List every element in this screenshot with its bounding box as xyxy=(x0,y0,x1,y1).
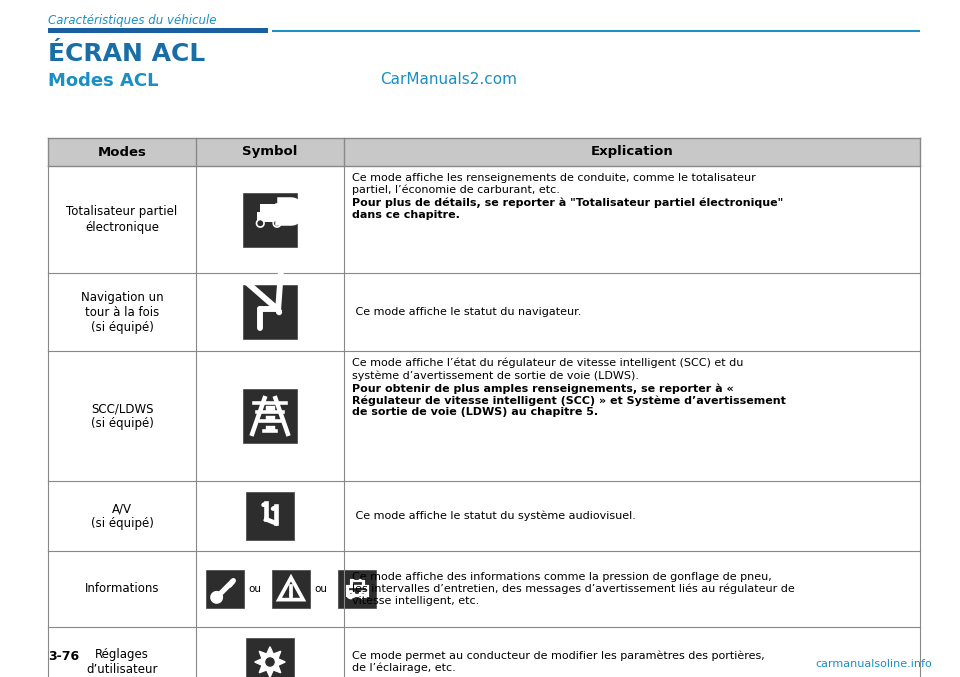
Bar xyxy=(272,30,920,32)
Bar xyxy=(277,203,288,207)
Text: Totalisateur partiel
électronique: Totalisateur partiel électronique xyxy=(66,206,178,234)
Text: Modes: Modes xyxy=(98,146,147,158)
Bar xyxy=(243,192,297,246)
Text: Informations: Informations xyxy=(84,582,159,596)
Text: Pour obtenir de plus amples renseignements, se reporter à «
Régulateur de vitess: Pour obtenir de plus amples renseignemen… xyxy=(352,383,786,417)
Text: Modes ACL: Modes ACL xyxy=(48,72,158,90)
Text: Ce mode affiche les renseignements de conduite, comme le totalisateur
partiel, l: Ce mode affiche les renseignements de co… xyxy=(352,173,756,195)
Bar xyxy=(256,213,280,222)
Text: 3-76: 3-76 xyxy=(48,650,79,663)
Text: ou: ou xyxy=(248,584,261,594)
Bar xyxy=(338,570,376,608)
Bar xyxy=(279,206,286,225)
Text: CarManuals2.com: CarManuals2.com xyxy=(380,72,517,87)
Bar xyxy=(244,286,297,338)
Circle shape xyxy=(274,219,280,227)
Bar xyxy=(243,389,297,443)
Ellipse shape xyxy=(261,502,267,507)
Text: Caractéristiques du véhicule: Caractéristiques du véhicule xyxy=(48,14,217,27)
Text: Navigation un
tour à la fois
(si équipé): Navigation un tour à la fois (si équipé) xyxy=(81,290,163,334)
Text: Ce mode permet au conducteur de modifier les paramètres des portières,
de l’écla: Ce mode permet au conducteur de modifier… xyxy=(352,651,765,674)
Text: A/V
(si équipé): A/V (si équipé) xyxy=(90,502,154,530)
Text: Pour plus de détails, se reporter à "Totalisateur partiel électronique"
dans ce : Pour plus de détails, se reporter à "Tot… xyxy=(352,198,783,220)
Text: ou: ou xyxy=(314,584,327,594)
Text: Réglages
d’utilisateur: Réglages d’utilisateur xyxy=(86,648,157,676)
Text: Ce mode affiche des informations comme la pression de gonflage de pneu,
les inte: Ce mode affiche des informations comme l… xyxy=(352,572,795,606)
Text: Symbol: Symbol xyxy=(242,146,298,158)
Bar xyxy=(351,580,363,586)
Bar xyxy=(260,204,276,213)
Polygon shape xyxy=(254,647,285,677)
Text: carmanualsoline.info: carmanualsoline.info xyxy=(815,659,932,669)
Text: Ce mode affiche le statut du système audiovisuel.: Ce mode affiche le statut du système aud… xyxy=(352,510,636,521)
Circle shape xyxy=(265,657,275,667)
Text: Explication: Explication xyxy=(590,146,673,158)
Bar xyxy=(246,638,294,677)
Circle shape xyxy=(256,219,264,227)
Text: ÉCRAN ACL: ÉCRAN ACL xyxy=(48,42,205,66)
Bar xyxy=(48,28,268,33)
Text: Ce mode affiche le statut du navigateur.: Ce mode affiche le statut du navigateur. xyxy=(352,307,582,317)
Bar xyxy=(348,586,367,594)
Ellipse shape xyxy=(271,506,276,511)
Bar xyxy=(206,570,244,608)
Text: SCC/LDWS
(si équipé): SCC/LDWS (si équipé) xyxy=(90,402,154,430)
Bar xyxy=(272,570,310,608)
Text: Ce mode affiche l’état du régulateur de vitesse intelligent (SCC) et du
système : Ce mode affiche l’état du régulateur de … xyxy=(352,358,743,380)
Bar xyxy=(246,492,294,540)
Bar xyxy=(48,138,920,166)
